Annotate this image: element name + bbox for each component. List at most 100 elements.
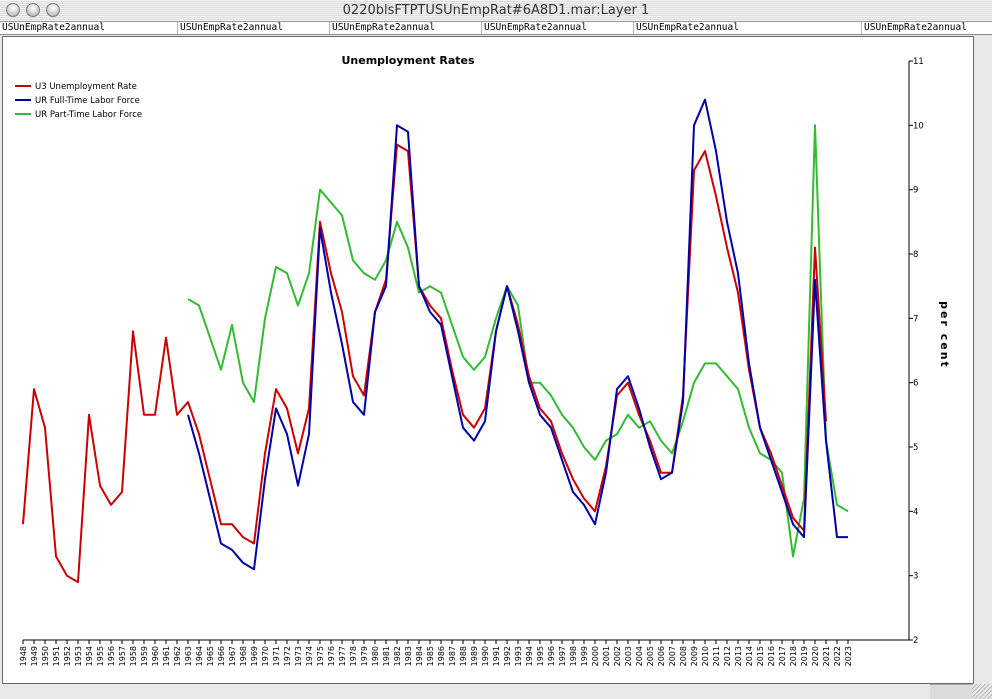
x-tick-label: 1970 — [261, 646, 270, 666]
series-line-0 — [22, 143, 827, 584]
x-tick-label: 2005 — [646, 646, 655, 666]
layer-tab[interactable]: USUnEmpRate2annual — [0, 22, 178, 34]
chart-title: Unemployment Rates — [341, 54, 475, 67]
x-tick-label: 1969 — [250, 646, 259, 666]
x-tick-label: 1974 — [305, 646, 314, 666]
x-tick-label: 1966 — [217, 646, 226, 666]
close-window-button[interactable] — [6, 3, 20, 17]
x-tick-label: 2010 — [701, 646, 710, 666]
legend-label-2: UR Part-Time Labor Force — [35, 110, 142, 120]
x-tick-label: 2015 — [756, 646, 765, 666]
x-tick-label: 2022 — [833, 646, 842, 666]
x-tick-label: 1992 — [503, 646, 512, 666]
x-tick-label: 2013 — [734, 646, 743, 666]
x-tick-label: 1972 — [283, 646, 292, 666]
x-tick-label: 1998 — [569, 646, 578, 666]
y-axis-label: per cent — [938, 301, 951, 369]
layer-tab[interactable]: USUnEmpRate2annual — [330, 22, 482, 34]
series-line-2 — [187, 124, 849, 558]
x-tick-label: 1976 — [327, 646, 336, 666]
plot-window: Unemployment Rates per cent 2 3 4 5 6 7 8 9 10 11… — [2, 36, 974, 684]
y-tick-label: 3 — [913, 572, 918, 582]
minimize-window-button[interactable] — [26, 3, 40, 17]
series-line-1 — [187, 98, 848, 571]
y-tick-label: 4 — [913, 507, 918, 517]
x-tick-label: 1985 — [426, 646, 435, 666]
x-tick-label: 1958 — [129, 646, 138, 666]
x-tick-label: 1986 — [437, 646, 446, 666]
x-tick-label: 1950 — [41, 646, 50, 666]
x-tick-label: 1959 — [140, 646, 149, 666]
x-tick-label: 1973 — [294, 646, 303, 666]
x-tick-label: 2023 — [844, 646, 853, 666]
layer-tab[interactable]: USUnEmpRate2annual — [482, 22, 634, 34]
x-tick-label: 2002 — [613, 646, 622, 666]
x-tick-label: 1949 — [30, 646, 39, 666]
x-tick-label: 1987 — [448, 646, 457, 666]
x-tick-label: 1989 — [470, 646, 479, 666]
unemployment-chart: Unemployment Rates per cent 2 3 4 5 6 7 8 9 10 11… — [15, 54, 951, 666]
x-tick-label: 1997 — [558, 646, 567, 666]
legend-label-0: U3 Unemployment Rate — [35, 82, 137, 92]
x-tick-label: 2018 — [789, 646, 798, 666]
x-tick-label: 2003 — [624, 646, 633, 666]
x-tick-label: 1975 — [316, 646, 325, 666]
x-tick-label: 1961 — [162, 646, 171, 666]
y-tick-label: 10 — [913, 121, 924, 131]
x-tick-label: 1984 — [415, 646, 424, 666]
x-tick-label: 2014 — [745, 646, 754, 666]
resize-grip[interactable] — [972, 684, 992, 699]
x-tick-label: 2016 — [767, 646, 776, 666]
x-tick-label: 2020 — [811, 646, 820, 666]
x-tick-label: 1996 — [547, 646, 556, 666]
x-tick-label: 1995 — [536, 646, 545, 666]
x-tick-label: 2008 — [679, 646, 688, 666]
axes: 2 3 4 5 6 7 8 9 10 11 1948 1949 1950 1951 1952 1953 1954… — [19, 57, 924, 666]
x-tick-label: 1954 — [85, 646, 94, 666]
x-tick-label: 2007 — [668, 646, 677, 666]
x-tick-label: 1991 — [492, 646, 501, 666]
x-tick-label: 2019 — [800, 646, 809, 666]
series-layer — [22, 98, 849, 584]
x-tick-label: 1952 — [63, 646, 72, 666]
x-tick-label: 2006 — [657, 646, 666, 666]
y-tick-label: 2 — [913, 636, 918, 646]
x-tick-label: 2001 — [602, 646, 611, 666]
x-tick-label: 2009 — [690, 646, 699, 666]
zoom-window-button[interactable] — [46, 3, 60, 17]
layer-tab[interactable]: USUnEmpRate2annual — [864, 22, 967, 33]
x-tick-label: 1964 — [195, 646, 204, 666]
y-tick-label: 6 — [913, 379, 918, 389]
x-tick-label: 1994 — [525, 646, 534, 666]
x-tick-label: 2000 — [591, 646, 600, 666]
layer-tab[interactable]: USUnEmpRate2annual — [178, 22, 330, 34]
x-tick-label: 1955 — [96, 646, 105, 666]
x-tick-label: 2021 — [822, 646, 831, 666]
x-tick-label: 1977 — [338, 646, 347, 666]
x-tick-label: 1965 — [206, 646, 215, 666]
x-tick-label: 1990 — [481, 646, 490, 666]
x-tick-label: 1993 — [514, 646, 523, 666]
y-tick-label: 11 — [913, 57, 924, 67]
x-tick-label: 1953 — [74, 646, 83, 666]
layer-tab-row: USUnEmpRate2annual USUnEmpRate2annual US… — [0, 22, 992, 35]
x-tick-label: 1978 — [349, 646, 358, 666]
x-tick-label: 1982 — [393, 646, 402, 666]
x-tick-label: 2004 — [635, 646, 644, 666]
window-title: 0220blsFTPTUSUnEmpRat#6A8D1.mar:Layer 1 — [342, 3, 650, 18]
x-tick-label: 1968 — [239, 646, 248, 666]
y-tick-label: 8 — [913, 250, 918, 260]
x-tick-label: 1963 — [184, 646, 193, 666]
x-tick-label: 1979 — [360, 646, 369, 666]
x-tick-label: 1971 — [272, 646, 281, 666]
layer-tab[interactable]: USUnEmpRate2annual — [634, 22, 862, 34]
x-tick-label: 1951 — [52, 646, 61, 666]
y-tick-label: 5 — [913, 443, 918, 453]
x-tick-label: 1980 — [371, 646, 380, 666]
x-tick-label: 2011 — [712, 646, 721, 666]
y-tick-label: 7 — [913, 314, 918, 324]
x-tick-label: 1956 — [107, 646, 116, 666]
x-tick-label: 1962 — [173, 646, 182, 666]
x-tick-label: 2012 — [723, 646, 732, 666]
x-tick-label: 1999 — [580, 646, 589, 666]
